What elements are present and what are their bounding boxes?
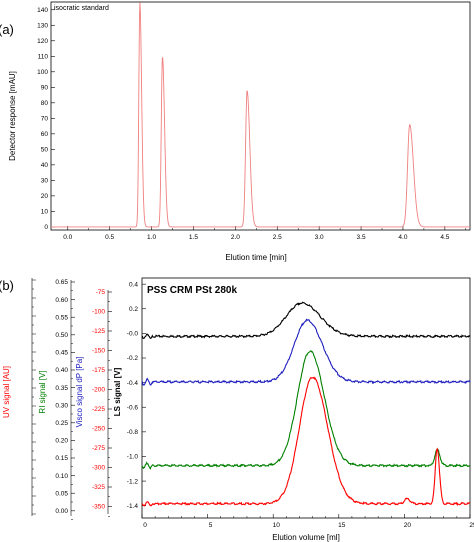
x-tick-label: 0 bbox=[143, 522, 147, 529]
x-tick-label: 3.5 bbox=[357, 234, 366, 241]
visco-tick-label: -125 bbox=[92, 328, 105, 335]
x-tick-label: 2.0 bbox=[231, 234, 240, 241]
panel-a-y-axis-title: Detector response [mAU] bbox=[8, 71, 17, 161]
ri-tick-label: 0.35 bbox=[55, 385, 68, 392]
panel-a-x-axis-title: Elution time [min] bbox=[225, 253, 286, 262]
visco-tick-label: -325 bbox=[92, 484, 105, 491]
visco-tick-label: -275 bbox=[92, 445, 105, 452]
ri-axis-title: RI signal [V] bbox=[38, 370, 47, 413]
ls-tick-label: -0.6 bbox=[127, 404, 139, 411]
y-tick-label: 110 bbox=[38, 53, 49, 60]
ri-tick-label: 0.40 bbox=[55, 367, 68, 374]
ri-tick-label: 0.25 bbox=[55, 420, 68, 427]
visco-tick-label: -200 bbox=[92, 387, 105, 394]
y-tick-label: 10 bbox=[41, 209, 49, 216]
x-tick-label: 10 bbox=[273, 522, 281, 529]
uv-axis-title: UV signal [AU] bbox=[2, 366, 11, 418]
y-tick-label: 140 bbox=[37, 7, 48, 14]
panel-b-label: (b) bbox=[0, 278, 14, 293]
panel-a-y-axis: 0 10 20 30 40 50 60 70 80 90 100 110 120 130 140 bbox=[37, 7, 55, 231]
panel-a-x-axis: 0.0 0.5 1.0 1.5 2.0 2.5 3.0 3.5 4.0 4.5 bbox=[63, 226, 467, 241]
visco-tick-label: -300 bbox=[92, 465, 105, 472]
panel-a-plot-frame bbox=[50, 1, 471, 231]
ri-tick-label: 0.10 bbox=[55, 473, 68, 480]
ls-tick-label: -1.2 bbox=[127, 478, 139, 485]
ri-tick-label: 0.60 bbox=[55, 297, 68, 304]
ri-tick-label: 0.65 bbox=[55, 279, 68, 286]
ri-tick-label: 0.00 bbox=[55, 508, 68, 515]
y-tick-label: 120 bbox=[37, 38, 48, 45]
uv-axis-ticks bbox=[32, 279, 36, 515]
ri-axis: 0.65 0.60 0.55 0.50 0.45 0.40 0.35 0.30 0.25 0.20… bbox=[55, 279, 75, 520]
panel-a-label: (a) bbox=[0, 22, 14, 37]
ri-tick-label: 0.55 bbox=[55, 314, 68, 321]
visco-tick-label: -250 bbox=[92, 426, 105, 433]
y-tick-label: 90 bbox=[41, 85, 49, 92]
panel-b-x-axis-title: Elution volume [ml] bbox=[272, 533, 340, 542]
x-tick-label: 20 bbox=[404, 522, 412, 529]
visco-axis: -75 -100 -125 -150 -175 -200 -225 -250 -275 -300 -… bbox=[92, 289, 112, 517]
y-tick-label: 50 bbox=[41, 147, 49, 154]
x-tick-label: 3.0 bbox=[315, 234, 324, 241]
panel-b-series bbox=[141, 301, 471, 507]
y-tick-label: 40 bbox=[41, 162, 49, 169]
ri-tick-label: 0.50 bbox=[55, 332, 68, 339]
y-tick-label: 130 bbox=[37, 22, 48, 29]
panel-a-legend: isocratic standard bbox=[54, 5, 109, 12]
visco-tick-label: -100 bbox=[92, 309, 105, 316]
visco-axis-title: Visco signal dP [Pa] bbox=[75, 357, 84, 428]
panel-b-plot-frame bbox=[141, 277, 471, 519]
x-tick-label: 2.5 bbox=[273, 234, 282, 241]
panel-b-x-axis: 0 5 10 15 20 25 bbox=[141, 514, 474, 529]
ls-tick-label: -1.0 bbox=[127, 454, 139, 461]
x-tick-label: 0.0 bbox=[63, 234, 72, 241]
x-tick-label: 15 bbox=[338, 522, 346, 529]
ri-tick-label: 0.05 bbox=[55, 490, 68, 497]
ls-tick-label: -0.4 bbox=[127, 380, 139, 387]
x-tick-label: 5 bbox=[209, 522, 213, 529]
ls-tick-label: -0.8 bbox=[127, 429, 139, 436]
visco-tick-label: -225 bbox=[92, 406, 105, 413]
ri-tick-label: 0.30 bbox=[55, 402, 68, 409]
x-tick-label: 0.5 bbox=[105, 234, 114, 241]
ls-axis-title: LS signal [V] bbox=[113, 367, 122, 416]
visco-tick-label: -150 bbox=[92, 348, 105, 355]
y-tick-label: 30 bbox=[41, 178, 49, 185]
y-tick-label: 100 bbox=[37, 69, 48, 76]
ls-tick-label: 0.2 bbox=[129, 306, 138, 313]
visco-tick-label: -75 bbox=[96, 289, 106, 296]
x-tick-label: 4.0 bbox=[398, 234, 407, 241]
uv-signal-line bbox=[141, 376, 471, 507]
y-tick-label: 20 bbox=[41, 193, 49, 200]
y-tick-label: 60 bbox=[41, 131, 49, 138]
visco-signal-line bbox=[141, 318, 471, 386]
panel-b-title: PSS CRM PSt 280k bbox=[147, 285, 237, 296]
x-tick-label: 4.5 bbox=[440, 234, 449, 241]
ls-tick-label: 0.4 bbox=[129, 281, 138, 288]
ls-tick-label: -0.2 bbox=[127, 355, 139, 362]
ri-signal-line bbox=[141, 350, 471, 470]
panel-a-chromatogram-line bbox=[51, 2, 470, 228]
x-tick-label: 1.5 bbox=[189, 234, 198, 241]
ls-tick-label: -0.0 bbox=[127, 331, 139, 338]
ri-tick-label: 0.15 bbox=[55, 455, 68, 462]
panel-a: (a) isocratic standard 0.0 0.5 1.0 1.5 2.0 2.… bbox=[0, 1, 471, 262]
ri-tick-label: 0.45 bbox=[55, 350, 68, 357]
y-tick-label: 0 bbox=[44, 224, 48, 231]
ri-tick-label: 0.20 bbox=[55, 438, 68, 445]
ls-signal-line bbox=[141, 301, 471, 340]
visco-tick-label: -350 bbox=[92, 504, 105, 511]
panel-b: (b) UV signal [AU] 0.650.600.550.500.450… bbox=[0, 277, 474, 542]
y-tick-label: 70 bbox=[41, 116, 49, 123]
visco-tick-label: -175 bbox=[92, 367, 105, 374]
x-tick-label: 1.0 bbox=[147, 234, 156, 241]
x-tick-label: 25 bbox=[469, 522, 474, 529]
ls-axis: 0.4 0.2 -0.0 -0.2 -0.4 -0.6 -0.8 -1.0 -1.2 -1.4 bbox=[127, 281, 146, 510]
ls-tick-label: -1.4 bbox=[127, 503, 139, 510]
y-tick-label: 80 bbox=[41, 100, 49, 107]
